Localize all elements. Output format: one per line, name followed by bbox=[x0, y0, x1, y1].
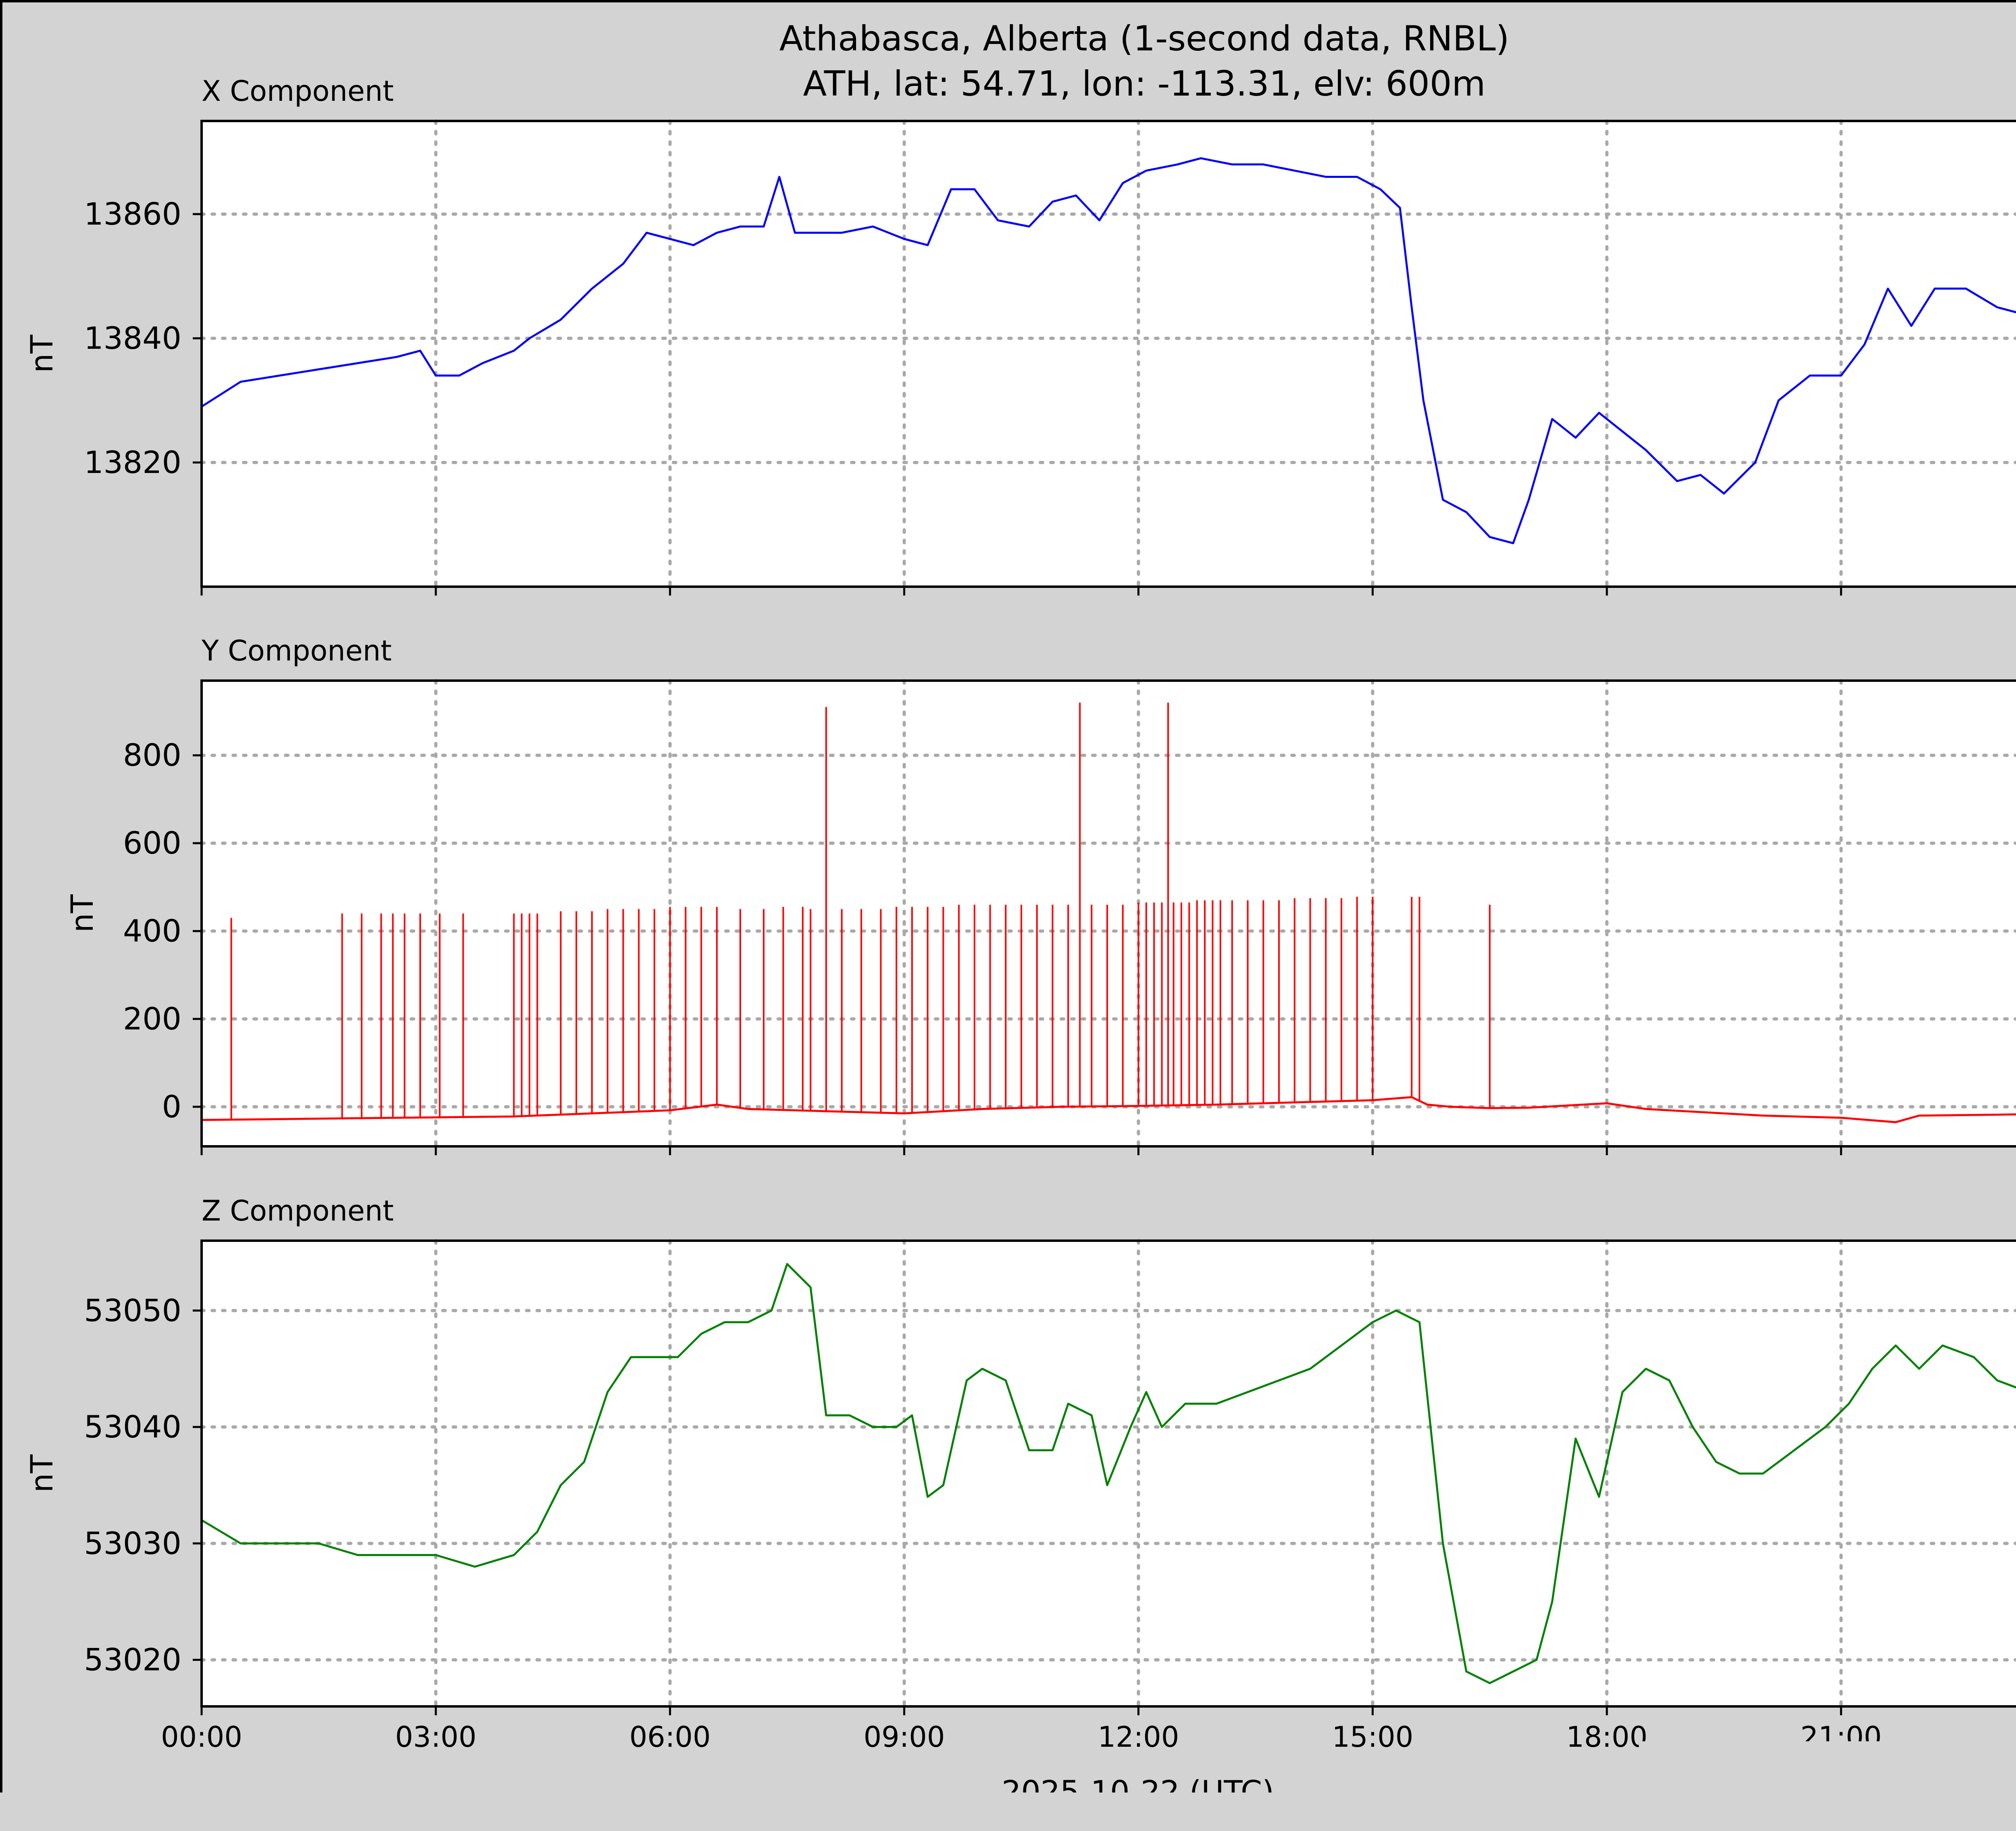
figure-title-line2: ATH, lat: 54.71, lon: -113.31, elv: 600m bbox=[803, 64, 1486, 104]
x-axis-label: 2025-10-22 (UTC) bbox=[1002, 1774, 1274, 1810]
y-y-tick-label: 0 bbox=[162, 1089, 181, 1125]
figure-title-line1: Athabasca, Alberta (1-second data, RNBL) bbox=[779, 19, 1510, 59]
y-y-tick-label: 200 bbox=[123, 1001, 181, 1037]
x-plot-area bbox=[202, 121, 2016, 587]
x-tick-label: 09:00 bbox=[864, 1721, 945, 1754]
y-panel-title: Y Component bbox=[201, 634, 392, 667]
x-tick-label: 15:00 bbox=[1332, 1721, 1414, 1754]
x-y-tick-label: 13840 bbox=[84, 320, 181, 356]
x-y-axis-label: nT bbox=[24, 335, 60, 373]
x-y-tick-label: 13820 bbox=[84, 444, 181, 480]
x-y-tick-label: 13860 bbox=[84, 196, 181, 232]
z-y-tick-label: 53050 bbox=[84, 1292, 181, 1328]
y-y-axis-label: nT bbox=[64, 894, 100, 933]
x-tick-label: 00:00 bbox=[161, 1721, 242, 1754]
y-y-tick-label: 600 bbox=[123, 825, 181, 861]
x-tick-label: 03:00 bbox=[395, 1721, 477, 1754]
y-y-tick-label: 400 bbox=[123, 913, 181, 949]
z-y-tick-label: 53040 bbox=[84, 1409, 181, 1445]
x-panel-title: X Component bbox=[202, 75, 394, 108]
z-panel-title: Z Component bbox=[202, 1194, 394, 1227]
y-plot-area bbox=[202, 681, 2016, 1146]
z-y-tick-label: 53020 bbox=[84, 1642, 181, 1678]
x-tick-label: 21:00 bbox=[1800, 1721, 1882, 1754]
x-tick-label: 12:00 bbox=[1098, 1721, 1179, 1754]
z-y-tick-label: 53030 bbox=[84, 1525, 181, 1561]
x-tick-label: 18:00 bbox=[1566, 1721, 1647, 1754]
y-y-tick-label: 800 bbox=[123, 737, 181, 773]
x-tick-label: 06:00 bbox=[629, 1721, 711, 1754]
z-y-axis-label: nT bbox=[24, 1454, 60, 1493]
